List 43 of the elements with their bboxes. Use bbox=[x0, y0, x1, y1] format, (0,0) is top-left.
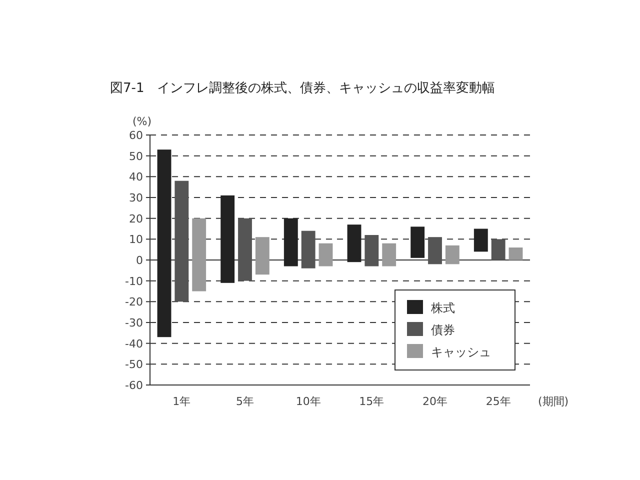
y-tick-label: 30 bbox=[129, 192, 143, 204]
y-tick-label: 20 bbox=[129, 212, 143, 226]
bar bbox=[428, 237, 442, 264]
y-tick-label: -60 bbox=[125, 379, 143, 392]
legend-label: 債券 bbox=[431, 323, 455, 337]
bar bbox=[174, 180, 189, 302]
bar bbox=[318, 243, 333, 266]
x-tick-label: 25年 bbox=[486, 395, 511, 408]
bar bbox=[284, 218, 298, 266]
y-tick-label: -50 bbox=[125, 358, 143, 372]
bar bbox=[238, 218, 252, 281]
x-axis-title: (期間) bbox=[538, 395, 569, 408]
bar bbox=[445, 245, 460, 264]
chart-title: 図7-1 インフレ調整後の株式、債券、キャッシュの収益率変動幅 bbox=[110, 80, 496, 96]
y-tick-label: -10 bbox=[125, 274, 143, 288]
bar bbox=[474, 228, 488, 252]
y-tick-label: 50 bbox=[129, 150, 143, 163]
bar bbox=[301, 230, 316, 268]
bar bbox=[382, 243, 396, 266]
legend-label: 株式 bbox=[430, 301, 455, 315]
bar bbox=[347, 224, 362, 262]
bar bbox=[192, 218, 206, 292]
y-tick-label: 0 bbox=[136, 254, 143, 267]
y-tick-label: -20 bbox=[125, 296, 143, 309]
bar bbox=[364, 235, 379, 266]
x-tick-label: 20年 bbox=[422, 395, 448, 408]
legend-label: キャッシュ bbox=[431, 345, 491, 359]
bar bbox=[410, 226, 425, 258]
x-tick-label: 10年 bbox=[296, 395, 321, 408]
x-tick-label: 1年 bbox=[172, 395, 191, 408]
y-tick-label: 40 bbox=[129, 170, 143, 184]
y-tick-label: 10 bbox=[129, 233, 143, 246]
x-tick-label: 5年 bbox=[236, 395, 254, 408]
y-axis-title: (%) bbox=[132, 115, 152, 128]
bar bbox=[220, 195, 235, 283]
bar bbox=[255, 237, 270, 275]
bar bbox=[508, 248, 523, 260]
x-tick-label: 15年 bbox=[359, 395, 384, 408]
y-tick-label: 60 bbox=[129, 129, 143, 142]
y-tick-label: -40 bbox=[125, 337, 143, 350]
y-tick-label: -30 bbox=[125, 316, 143, 330]
bar bbox=[157, 150, 172, 338]
bar bbox=[491, 239, 506, 260]
